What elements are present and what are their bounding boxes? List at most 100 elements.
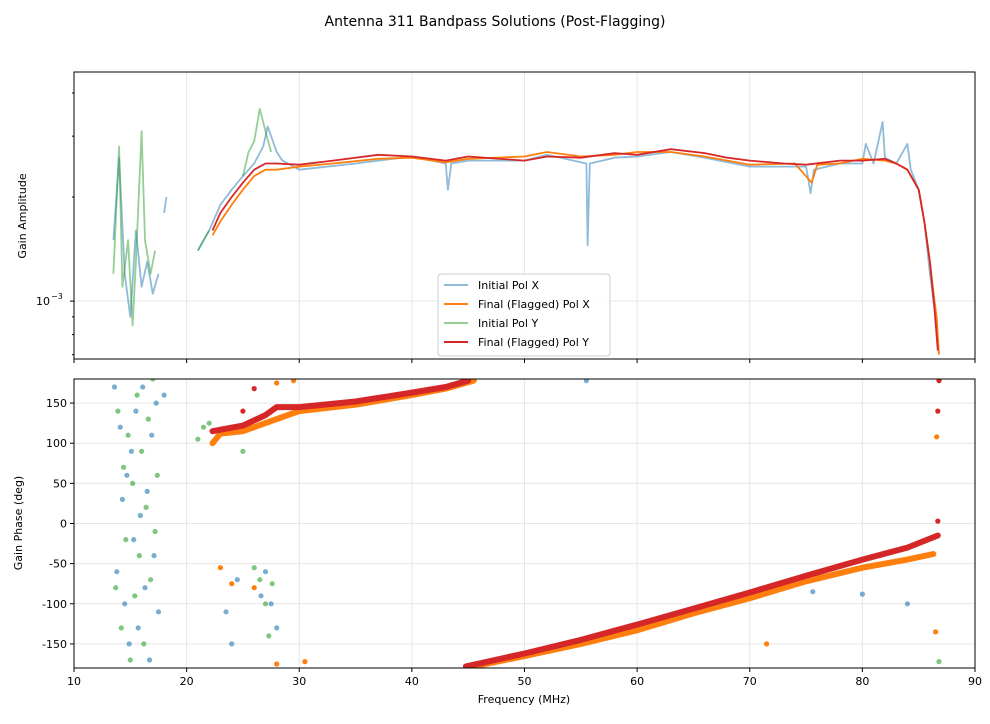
bottom-y-tick-label: 100 xyxy=(46,437,67,450)
point-initial-pol-x xyxy=(128,448,134,454)
top-panel-series xyxy=(112,107,940,355)
point-initial-pol-x xyxy=(229,641,235,647)
point-initial-pol-x xyxy=(904,601,911,607)
point-final-flagged-pol-y xyxy=(240,408,246,414)
point-initial-pol-x xyxy=(117,424,123,430)
point-initial-pol-x xyxy=(126,641,132,647)
point-initial-pol-y xyxy=(145,416,151,422)
point-initial-pol-y xyxy=(257,577,263,583)
x-tick-label: 30 xyxy=(292,675,306,688)
x-tick-label: 60 xyxy=(630,675,644,688)
point-initial-pol-x xyxy=(135,625,141,631)
bottom-y-tick-label: -50 xyxy=(49,558,67,571)
point-initial-pol-x xyxy=(111,384,118,390)
bottom-y-tick-label: 50 xyxy=(53,477,67,490)
bottom-panel-grid xyxy=(73,379,976,668)
point-initial-pol-y xyxy=(262,601,269,607)
point-initial-pol-y xyxy=(118,625,124,631)
point-final-flagged-pol-x xyxy=(764,641,770,647)
x-tick-label: 50 xyxy=(518,675,532,688)
point-initial-pol-y xyxy=(132,593,138,599)
point-final-flagged-pol-x xyxy=(291,379,297,384)
point-final-flagged-pol-y xyxy=(935,408,941,414)
point-initial-pol-x xyxy=(810,589,816,595)
point-initial-pol-x xyxy=(151,553,157,559)
point-final-flagged-pol-x xyxy=(933,629,939,635)
point-initial-pol-x xyxy=(124,472,130,478)
x-tick-label: 90 xyxy=(968,675,982,688)
point-final-flagged-pol-x xyxy=(274,661,280,667)
point-initial-pol-y xyxy=(154,472,160,478)
point-initial-pol-x xyxy=(137,512,143,519)
point-initial-pol-x xyxy=(274,625,280,631)
bottom-panel-ticks: 10 20 30 40 50 60 70 80 90 -150 -100 -50 0 50 100 150 xyxy=(42,397,982,688)
point-initial-pol-x xyxy=(583,379,589,384)
point-initial-pol-y xyxy=(121,464,127,470)
point-initial-pol-y xyxy=(141,641,147,647)
point-initial-pol-y xyxy=(134,392,140,398)
point-initial-pol-y xyxy=(936,659,942,665)
point-initial-pol-y xyxy=(127,657,133,663)
point-final-flagged-pol-y xyxy=(251,386,257,392)
legend-label-final-flagged-pol-x: Final (Flagged) Pol X xyxy=(478,298,590,311)
point-initial-pol-y xyxy=(130,480,136,486)
legend-label-initial-pol-y: Initial Pol Y xyxy=(478,317,538,330)
top-y-tick-exponent: −3 xyxy=(51,292,63,301)
top-y-axis-label: Gain Amplitude xyxy=(16,173,29,258)
line-initial-pol-x xyxy=(281,121,940,355)
top-y-tick-base: 10 xyxy=(36,295,50,308)
track-final-flagged-pol-x xyxy=(470,551,937,668)
point-final-flagged-pol-x xyxy=(229,581,235,587)
point-initial-pol-x xyxy=(155,609,162,615)
point-final-flagged-pol-y xyxy=(935,518,941,524)
point-initial-pol-y xyxy=(125,432,131,438)
x-tick-label: 80 xyxy=(855,675,869,688)
point-initial-pol-x xyxy=(140,384,146,390)
point-initial-pol-x xyxy=(149,432,155,438)
point-initial-pol-y xyxy=(266,633,272,639)
line-final-flagged-pol-y xyxy=(211,148,939,351)
point-initial-pol-x xyxy=(122,601,128,607)
bottom-panel-series xyxy=(111,379,942,668)
line-initial-pol-y xyxy=(112,130,156,327)
point-initial-pol-x xyxy=(859,591,866,597)
point-initial-pol-y xyxy=(206,420,212,426)
point-initial-pol-x xyxy=(268,601,274,607)
point-initial-pol-x xyxy=(142,585,148,591)
point-initial-pol-x xyxy=(131,537,137,543)
point-initial-pol-y xyxy=(152,528,158,535)
point-initial-pol-y xyxy=(200,424,207,430)
point-initial-pol-y xyxy=(113,585,119,591)
point-final-flagged-pol-x xyxy=(302,659,308,665)
point-initial-pol-x xyxy=(234,577,240,583)
bottom-y-axis-label: Gain Phase (deg) xyxy=(12,476,25,570)
bottom-y-tick-label: -100 xyxy=(42,598,67,611)
x-tick-label: 10 xyxy=(67,675,81,688)
point-initial-pol-x xyxy=(114,569,120,575)
point-final-flagged-pol-x xyxy=(217,565,223,571)
top-y-tick-label: 10 −3 xyxy=(36,292,63,308)
point-initial-pol-y xyxy=(240,448,246,454)
point-initial-pol-y xyxy=(269,581,275,587)
track-final-flagged-pol-y xyxy=(462,532,941,668)
point-final-flagged-pol-x xyxy=(251,585,257,591)
top-panel-ticks xyxy=(70,92,976,363)
point-final-flagged-pol-x xyxy=(274,380,280,386)
x-axis-label: Frequency (MHz) xyxy=(478,693,570,706)
point-initial-pol-x xyxy=(161,392,167,398)
point-initial-pol-y xyxy=(195,436,201,442)
bottom-y-tick-label: 150 xyxy=(46,397,67,410)
legend-label-final-flagged-pol-y: Final (Flagged) Pol Y xyxy=(478,336,589,349)
legend: Initial Pol X Final (Flagged) Pol X Initia… xyxy=(437,273,611,357)
track-final-flagged-pol-y xyxy=(209,379,472,435)
point-initial-pol-y xyxy=(251,565,257,571)
point-initial-pol-y xyxy=(150,379,156,382)
bottom-y-tick-label: 0 xyxy=(60,518,67,531)
point-final-flagged-pol-y xyxy=(936,379,942,384)
line-initial-pol-y xyxy=(242,107,272,177)
point-initial-pol-y xyxy=(136,553,142,559)
point-initial-pol-y xyxy=(123,537,129,543)
line-initial-pol-x xyxy=(163,196,168,214)
